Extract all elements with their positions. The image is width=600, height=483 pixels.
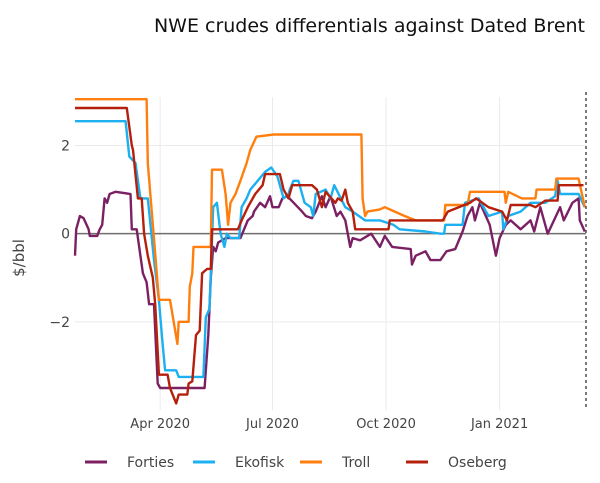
legend-label: Troll [341, 455, 370, 471]
y-axis-label: $/bbl [10, 239, 28, 277]
gridlines [75, 97, 586, 410]
legend-label: Forties [127, 455, 174, 471]
x-tick-label: Jul 2020 [245, 417, 299, 432]
legend-item-ekofisk[interactable]: Ekofisk [193, 455, 285, 471]
legend-item-oseberg[interactable]: Oseberg [406, 455, 507, 471]
series-lines [73, 98, 586, 405]
x-axis-ticks: Apr 2020 Jul 2020 Oct 2020 Jan 2021 [130, 417, 528, 432]
y-tick-label: 0 [61, 227, 70, 243]
y-tick-label: −2 [49, 315, 70, 331]
x-tick-label: Oct 2020 [356, 417, 416, 432]
series-line-troll [75, 98, 586, 346]
y-tick-label: 2 [61, 138, 70, 154]
legend: Forties Ekofisk Troll Oseberg [85, 455, 507, 471]
y-axis-ticks: 2 0 −2 [49, 138, 70, 330]
legend-label: Ekofisk [235, 455, 285, 471]
series-line-ekofisk [75, 120, 586, 379]
x-tick-label: Jan 2021 [470, 417, 528, 432]
legend-item-forties[interactable]: Forties [85, 455, 174, 471]
x-tick-label: Apr 2020 [130, 417, 190, 432]
legend-item-troll[interactable]: Troll [300, 455, 370, 471]
series-line-forties [73, 190, 586, 390]
series-line-oseberg [75, 106, 584, 405]
chart-title: NWE crudes differentials against Dated B… [154, 15, 585, 37]
legend-label: Oseberg [448, 455, 507, 471]
